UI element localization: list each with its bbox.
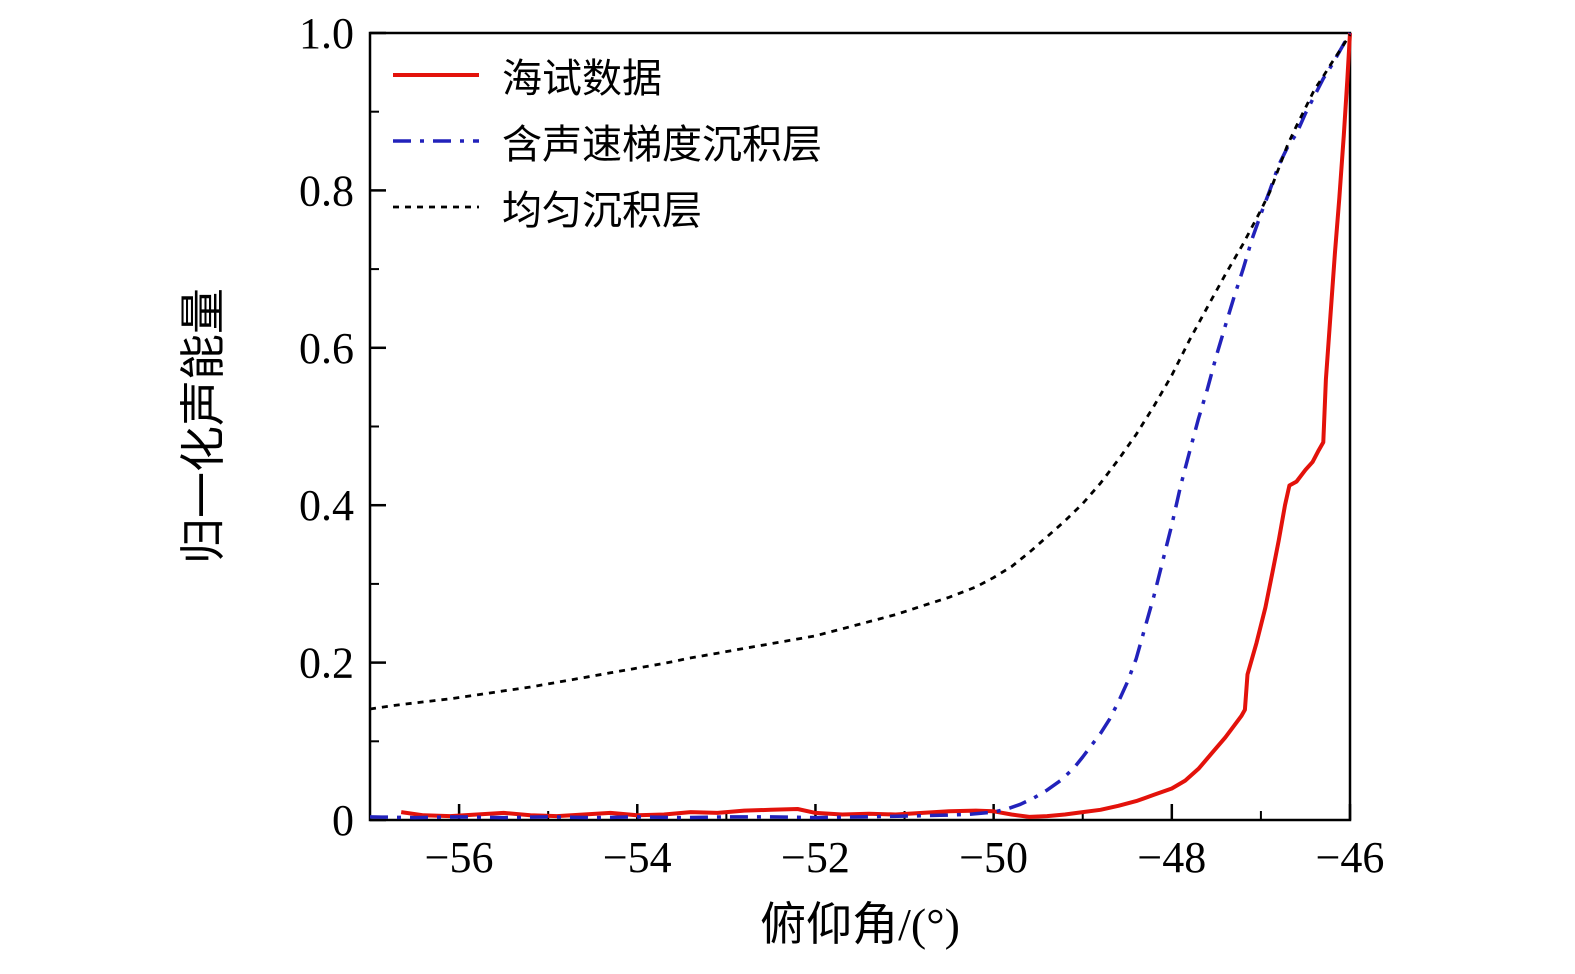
x-tick-label: −50 bbox=[959, 833, 1028, 882]
y-tick-label: 0.2 bbox=[299, 639, 354, 688]
legend-item-gradient-sediment: 含声速梯度沉积层 bbox=[390, 108, 822, 174]
y-tick-label: 0 bbox=[332, 796, 354, 845]
series-line-0 bbox=[400, 32, 1352, 819]
legend-line-sample-solid bbox=[393, 73, 479, 77]
legend-label: 均匀沉积层 bbox=[502, 188, 702, 233]
legend-line-sample-dashdot bbox=[393, 139, 479, 143]
x-tick-label: −52 bbox=[781, 833, 850, 882]
y-tick-label: 1.0 bbox=[299, 9, 354, 58]
legend: 海试数据 含声速梯度沉积层 均匀沉积层 bbox=[390, 42, 822, 240]
legend-item-sea-trial: 海试数据 bbox=[390, 42, 822, 108]
y-axis-label: 归一化声能量 bbox=[178, 288, 229, 564]
y-tick-label: 0.8 bbox=[299, 166, 354, 215]
legend-label: 海试数据 bbox=[502, 56, 662, 101]
x-tick-label: −56 bbox=[425, 833, 494, 882]
y-tick-label: 0.4 bbox=[299, 481, 354, 530]
series-line-2 bbox=[369, 33, 1352, 711]
legend-item-uniform-sediment: 均匀沉积层 bbox=[390, 174, 822, 240]
y-tick-label: 0.6 bbox=[299, 324, 354, 373]
legend-label: 含声速梯度沉积层 bbox=[502, 122, 822, 167]
x-tick-label: −54 bbox=[603, 833, 672, 882]
x-axis-label: 俯仰角/(°) bbox=[760, 899, 960, 950]
x-tick-label: −48 bbox=[1137, 833, 1206, 882]
legend-line-sample-dashed bbox=[393, 205, 479, 209]
x-tick-label: −46 bbox=[1316, 833, 1385, 882]
